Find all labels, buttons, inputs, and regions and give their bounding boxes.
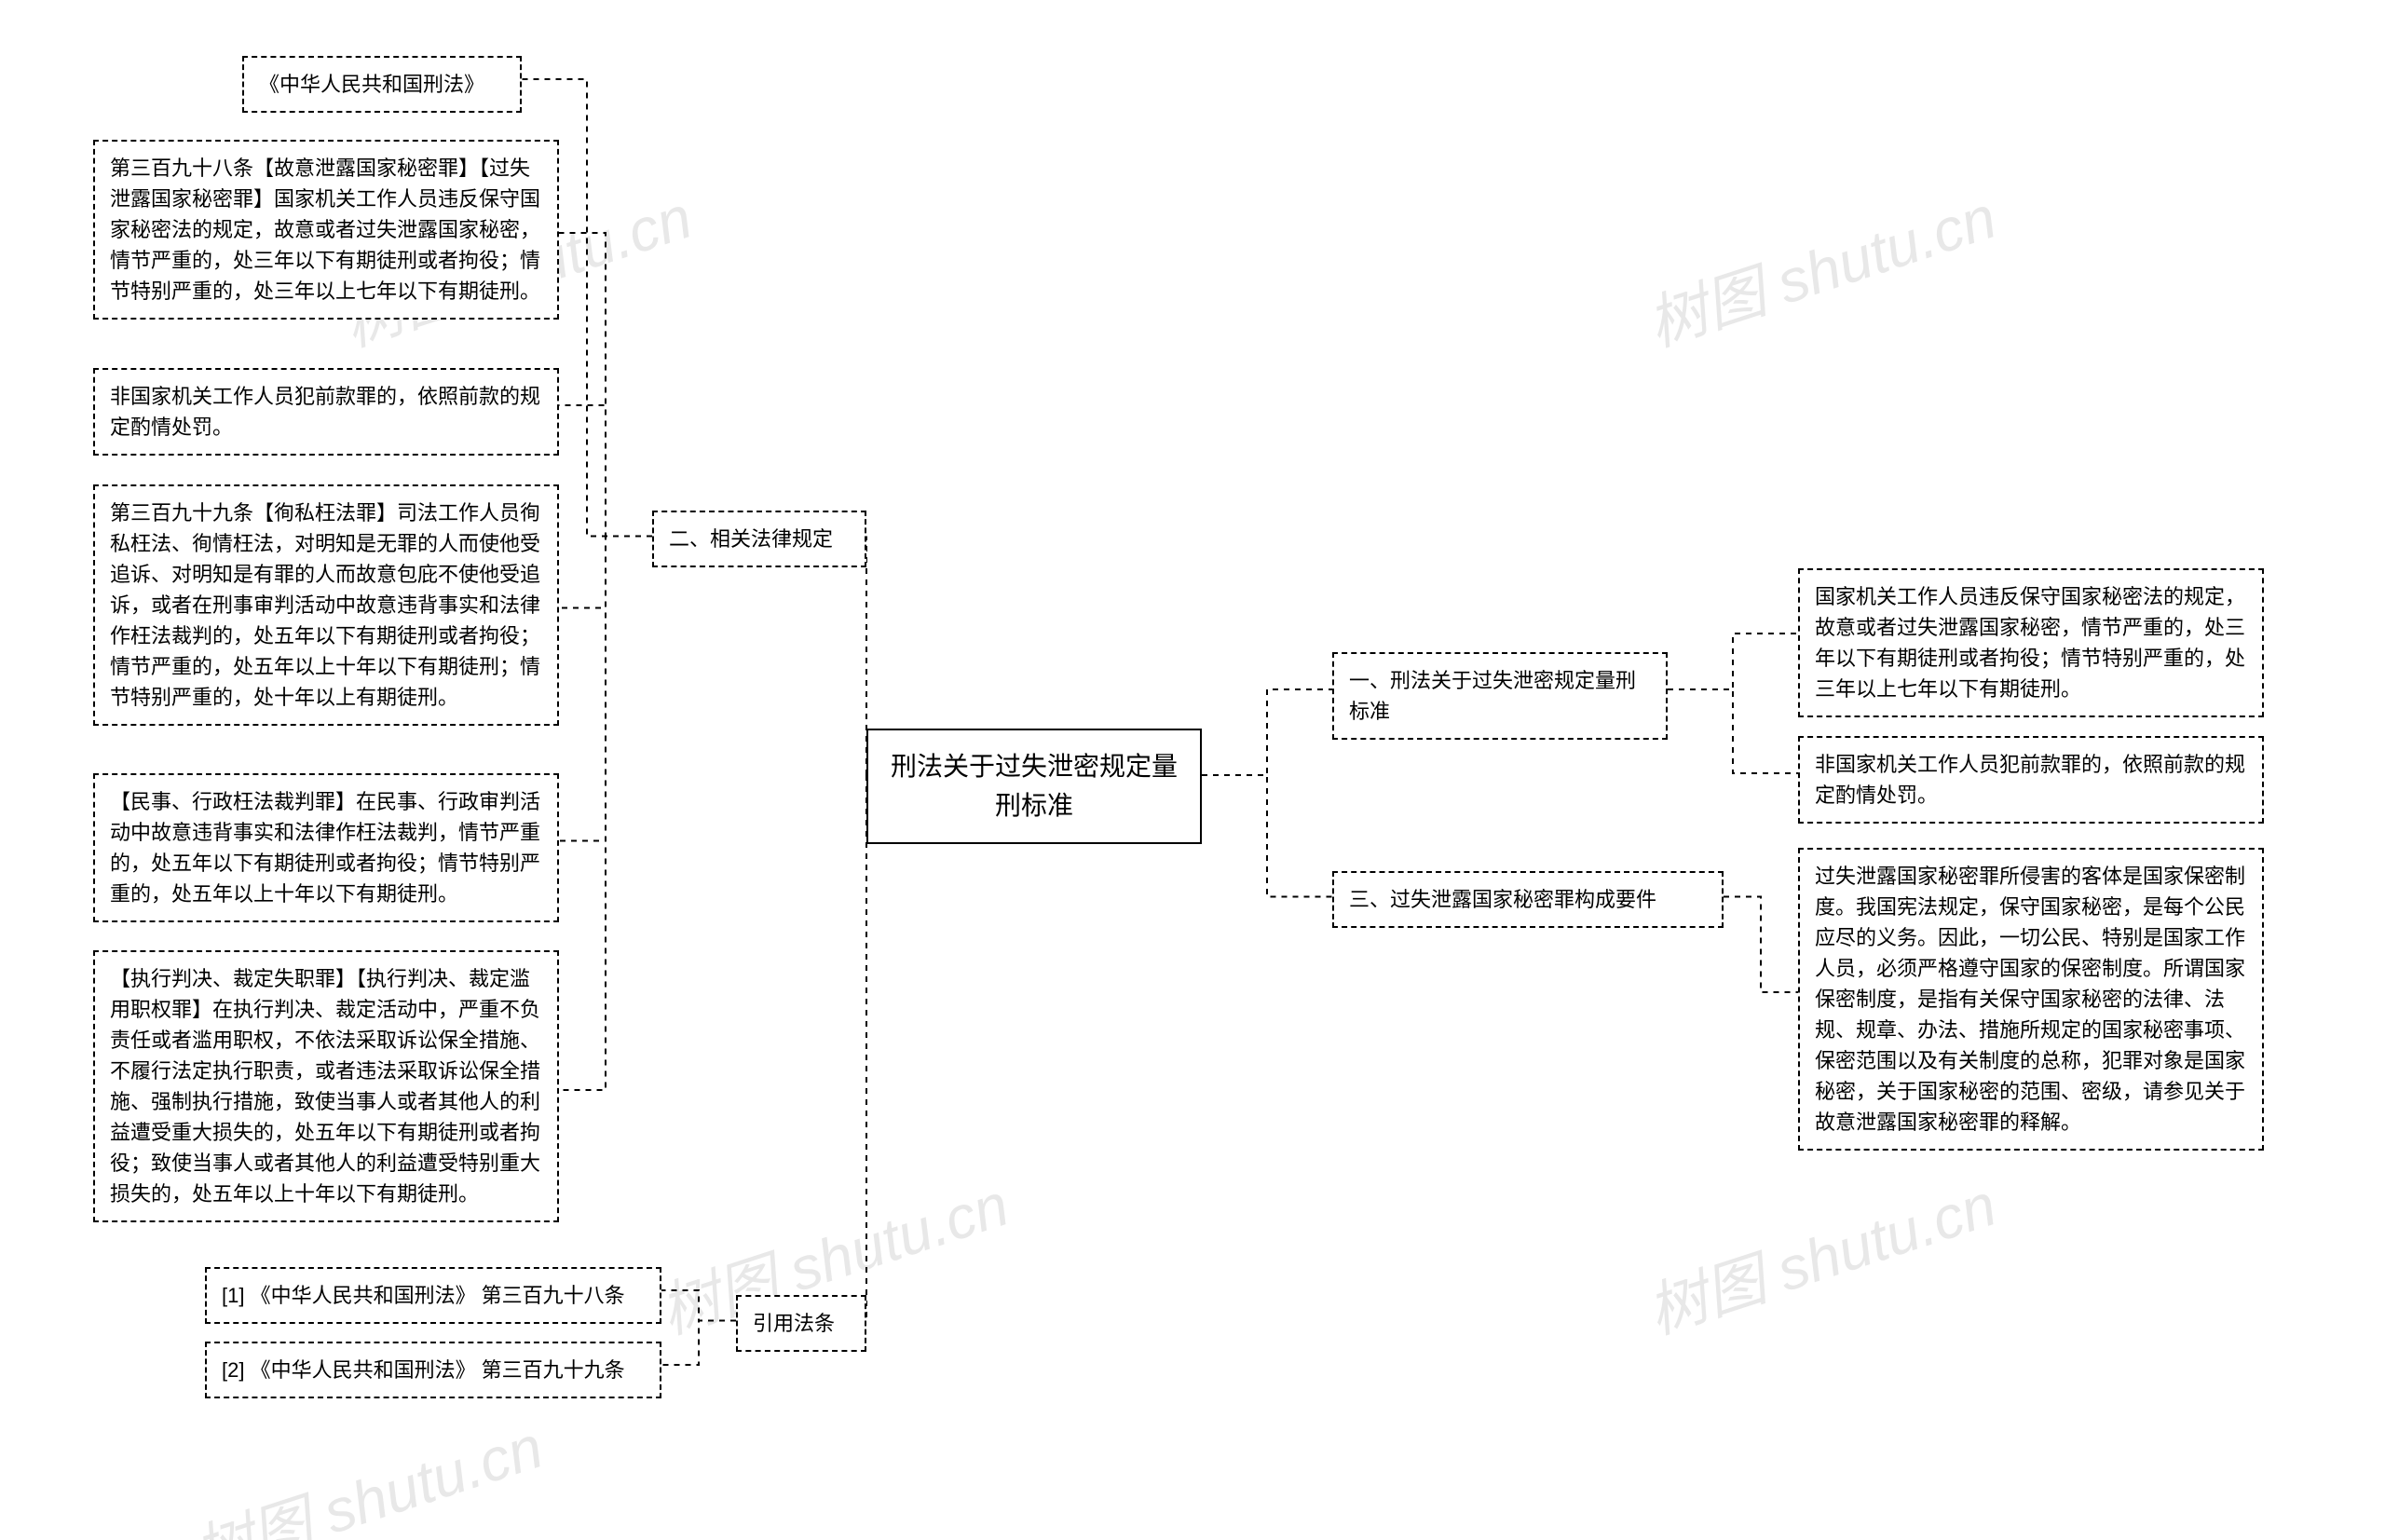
leaf-l1a: 《中华人民共和国刑法》 xyxy=(242,56,522,113)
root-text: 刑法关于过失泄密规定量刑标准 xyxy=(891,752,1178,820)
leaf-l1a-text: 《中华人民共和国刑法》 xyxy=(259,73,484,96)
leaf-l1e: 【民事、行政枉法裁判罪】在民事、行政审判活动中故意违背事实和法律作枉法裁判，情节… xyxy=(93,773,559,922)
leaf-r1b: 非国家机关工作人员犯前款罪的，依照前款的规定酌情处罚。 xyxy=(1798,736,2264,824)
leaf-l1d-text: 第三百九十九条【徇私枉法罪】司法工作人员徇私枉法、徇情枉法，对明知是无罪的人而使… xyxy=(110,501,540,709)
branch-l2: 引用法条 xyxy=(736,1295,866,1352)
leaf-l1e-text: 【民事、行政枉法裁判罪】在民事、行政审判活动中故意违背事实和法律作枉法裁判，情节… xyxy=(110,790,540,906)
branch-r2: 三、过失泄露国家秘密罪构成要件 xyxy=(1332,871,1724,928)
branch-r1-text: 一、刑法关于过失泄密规定量刑标准 xyxy=(1349,669,1636,723)
leaf-r2a: 过失泄露国家秘密罪所侵害的客体是国家保密制度。我国宪法规定，保守国家秘密，是每个… xyxy=(1798,848,2264,1151)
watermark: 树图 shutu.cn xyxy=(182,1399,552,1540)
leaf-l1f-text: 【执行判决、裁定失职罪】【执行判决、裁定滥用职权罪】在执行判决、裁定活动中，严重… xyxy=(110,967,540,1206)
leaf-l2b-text: [2] 《中华人民共和国刑法》 第三百九十九条 xyxy=(222,1358,625,1382)
leaf-l1b: 第三百九十八条【故意泄露国家秘密罪】【过失泄露国家秘密罪】国家机关工作人员违反保… xyxy=(93,140,559,320)
leaf-l1d: 第三百九十九条【徇私枉法罪】司法工作人员徇私枉法、徇情枉法，对明知是无罪的人而使… xyxy=(93,484,559,726)
leaf-r1a: 国家机关工作人员违反保守国家秘密法的规定，故意或者过失泄露国家秘密，情节严重的，… xyxy=(1798,568,2264,717)
branch-l1: 二、相关法律规定 xyxy=(652,511,866,567)
leaf-l1b-text: 第三百九十八条【故意泄露国家秘密罪】【过失泄露国家秘密罪】国家机关工作人员违反保… xyxy=(110,157,540,303)
leaf-r1a-text: 国家机关工作人员违反保守国家秘密法的规定，故意或者过失泄露国家秘密，情节严重的，… xyxy=(1815,585,2245,701)
branch-l2-text: 引用法条 xyxy=(753,1312,835,1335)
leaf-l2b: [2] 《中华人民共和国刑法》 第三百九十九条 xyxy=(205,1342,661,1398)
leaf-l1f: 【执行判决、裁定失职罪】【执行判决、裁定滥用职权罪】在执行判决、裁定活动中，严重… xyxy=(93,950,559,1222)
leaf-l1c-text: 非国家机关工作人员犯前款罪的，依照前款的规定酌情处罚。 xyxy=(110,385,540,439)
leaf-l2a-text: [1] 《中华人民共和国刑法》 第三百九十八条 xyxy=(222,1284,625,1307)
leaf-r2a-text: 过失泄露国家秘密罪所侵害的客体是国家保密制度。我国宪法规定，保守国家秘密，是每个… xyxy=(1815,865,2245,1134)
watermark: 树图 shutu.cn xyxy=(1635,1157,2005,1350)
leaf-r1b-text: 非国家机关工作人员犯前款罪的，依照前款的规定酌情处罚。 xyxy=(1815,753,2245,807)
branch-l1-text: 二、相关法律规定 xyxy=(669,527,833,551)
leaf-l1c: 非国家机关工作人员犯前款罪的，依照前款的规定酌情处罚。 xyxy=(93,368,559,456)
watermark: 树图 shutu.cn xyxy=(1635,170,2005,362)
branch-r2-text: 三、过失泄露国家秘密罪构成要件 xyxy=(1349,888,1656,911)
root-node: 刑法关于过失泄密规定量刑标准 xyxy=(866,729,1202,844)
branch-r1: 一、刑法关于过失泄密规定量刑标准 xyxy=(1332,652,1668,740)
leaf-l2a: [1] 《中华人民共和国刑法》 第三百九十八条 xyxy=(205,1267,661,1324)
